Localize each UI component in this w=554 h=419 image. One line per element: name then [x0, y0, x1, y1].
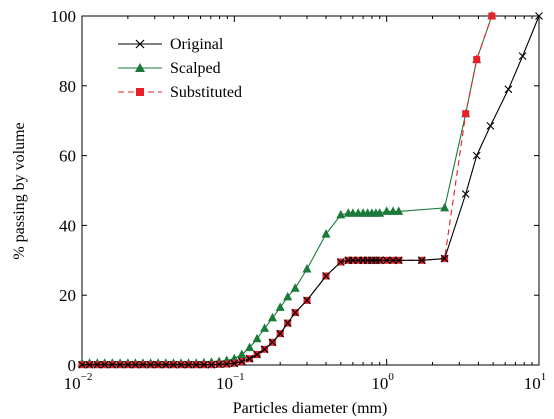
data-point-original — [108, 360, 117, 369]
data-point-original — [375, 256, 384, 265]
series-original — [78, 12, 543, 369]
data-point-scalped — [290, 283, 300, 292]
y-tick-label: 40 — [59, 216, 76, 235]
legend-marker-scalped — [135, 63, 145, 72]
data-point-original — [389, 256, 397, 265]
legend-marker-substituted — [136, 88, 144, 96]
data-point-original — [207, 360, 216, 369]
data-point-original — [276, 329, 285, 338]
data-point-scalped — [388, 206, 398, 215]
data-point-original — [461, 190, 470, 198]
y-tick-label: 60 — [59, 147, 76, 166]
data-point-original — [131, 360, 140, 369]
x-tick-label: 10−2 — [64, 371, 93, 393]
data-point-original — [322, 272, 330, 280]
data-point-scalped — [336, 209, 346, 219]
data-point-original — [268, 338, 277, 347]
data-point-original — [192, 360, 201, 369]
plot-frame — [81, 15, 540, 366]
data-point-scalped — [268, 312, 277, 322]
data-point-original — [116, 360, 124, 369]
data-point-scalped — [275, 302, 285, 311]
data-point-original — [472, 151, 481, 160]
data-point-original — [535, 12, 543, 20]
data-point-original — [291, 308, 300, 317]
data-point-original — [85, 360, 94, 369]
series-layer — [77, 11, 543, 369]
data-point-scalped — [394, 206, 404, 215]
x-tick-label: 101 — [524, 371, 547, 393]
x-tick-label: 100 — [371, 371, 394, 393]
data-point-scalped — [440, 202, 450, 212]
data-point-original — [139, 360, 147, 369]
data-point-scalped — [260, 323, 270, 332]
legend-marker-original — [135, 39, 145, 49]
data-point-original — [230, 359, 239, 368]
data-point-original — [253, 350, 261, 359]
data-point-original — [161, 360, 170, 369]
data-point-original — [154, 360, 162, 369]
data-point-original — [215, 360, 223, 369]
data-point-original — [518, 52, 527, 60]
data-point-substituted — [473, 56, 481, 64]
data-point-original — [237, 357, 246, 366]
data-point-original — [245, 354, 254, 363]
data-point-original — [78, 360, 86, 369]
data-point-original — [177, 360, 185, 369]
legend-label-substituted: Substituted — [170, 84, 242, 101]
data-point-original — [124, 360, 132, 369]
data-point-scalped — [245, 342, 255, 352]
data-point-original — [440, 254, 449, 263]
y-tick-label: 0 — [68, 356, 77, 375]
legend-label-scalped: Scalped — [170, 60, 221, 77]
data-point-original — [100, 360, 109, 369]
legend: Original Scalped Substituted — [104, 30, 274, 112]
data-point-original — [394, 256, 403, 265]
data-point-original — [372, 256, 380, 265]
data-point-original — [504, 85, 513, 94]
data-point-original — [382, 256, 391, 265]
data-point-original — [303, 296, 311, 305]
y-tick-label: 100 — [51, 7, 77, 26]
legend-label-original: Original — [170, 36, 224, 53]
data-point-original — [222, 360, 231, 368]
data-point-scalped — [321, 229, 331, 238]
x-tick-label: 10−1 — [216, 371, 245, 393]
y-axis-label: % passing by volume — [11, 122, 28, 259]
data-point-substituted — [462, 110, 470, 118]
data-point-original — [260, 345, 269, 354]
data-point-original — [336, 258, 345, 266]
data-point-scalped — [302, 264, 312, 273]
data-point-original — [146, 360, 155, 369]
data-point-scalped — [382, 206, 392, 215]
data-point-scalped — [375, 208, 385, 217]
data-point-substituted — [488, 12, 496, 20]
y-tick-label: 20 — [59, 286, 76, 305]
data-point-scalped — [252, 333, 262, 343]
data-point-original — [184, 360, 193, 369]
data-point-original — [93, 360, 102, 369]
data-point-original — [486, 122, 495, 130]
x-axis-label: Particles diameter (mm) — [233, 400, 388, 417]
y-tick-label: 80 — [59, 77, 76, 96]
data-point-original — [283, 319, 292, 327]
data-point-scalped — [283, 291, 293, 301]
data-point-original — [169, 360, 178, 369]
data-point-original — [417, 256, 426, 265]
data-point-scalped — [237, 349, 247, 358]
data-point-original — [200, 360, 208, 369]
